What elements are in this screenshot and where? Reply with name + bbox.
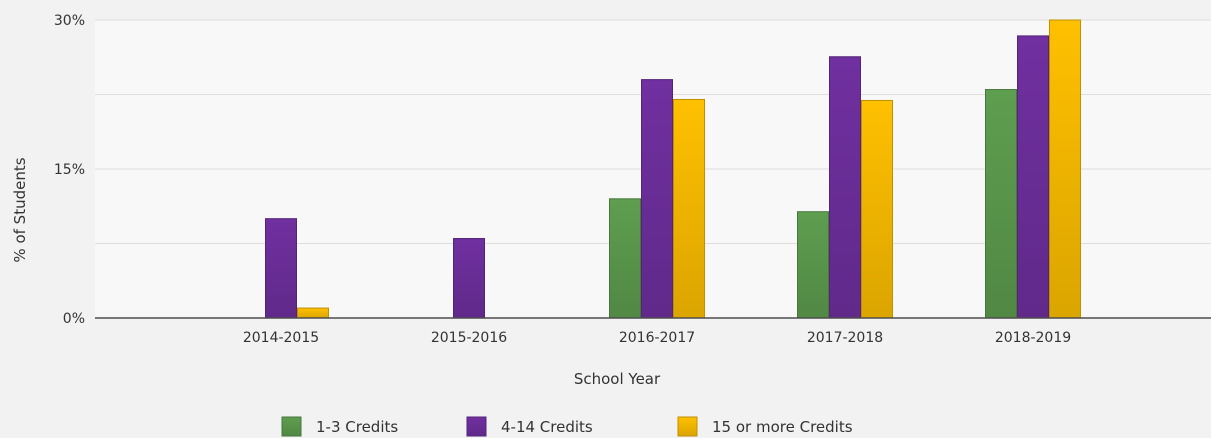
x-tick-label: 2017-2018: [807, 330, 883, 346]
bar[interactable]: [609, 198, 641, 319]
bars: [265, 19, 1081, 319]
legend-swatch: [281, 416, 302, 437]
bar[interactable]: [1049, 19, 1081, 319]
legend-swatch: [466, 416, 487, 437]
legend-label: 15 or more Credits: [712, 418, 853, 436]
bar[interactable]: [297, 307, 329, 319]
legend: 1-3 Credits 4-14 Credits 15 or more Credit…: [281, 416, 853, 437]
x-tick-label: 2015-2016: [431, 330, 507, 346]
y-tick-label: 15%: [54, 162, 85, 178]
legend-swatch: [677, 416, 698, 437]
y-tick-labels: 0% 15% 30%: [54, 13, 85, 327]
bar[interactable]: [861, 99, 893, 319]
bar[interactable]: [985, 89, 1017, 319]
x-tick-label: 2014-2015: [243, 330, 319, 346]
y-axis-title: % of Students: [11, 157, 29, 262]
x-axis-title: School Year: [574, 370, 661, 388]
x-tick-labels: 2014-2015 2015-2016 2016-2017 2017-2018 2018…: [243, 330, 1071, 346]
bar[interactable]: [797, 211, 829, 319]
bar[interactable]: [641, 79, 673, 319]
x-tick-label: 2018-2019: [995, 330, 1071, 346]
legend-label: 1-3 Credits: [316, 418, 398, 436]
bar[interactable]: [453, 238, 485, 319]
y-tick-label: 0%: [63, 311, 85, 327]
legend-label: 4-14 Credits: [501, 418, 593, 436]
x-tick-label: 2016-2017: [619, 330, 695, 346]
bar[interactable]: [1017, 35, 1049, 319]
bar[interactable]: [673, 98, 705, 319]
bar[interactable]: [829, 56, 861, 319]
bar[interactable]: [265, 218, 297, 319]
y-tick-label: 30%: [54, 13, 85, 29]
